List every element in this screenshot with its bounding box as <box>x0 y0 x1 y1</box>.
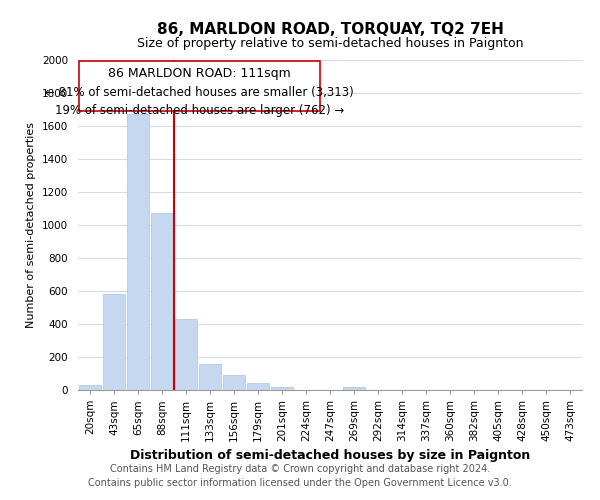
Y-axis label: Number of semi-detached properties: Number of semi-detached properties <box>26 122 37 328</box>
Bar <box>271 386 293 390</box>
Bar <box>127 114 149 390</box>
Text: Contains HM Land Registry data © Crown copyright and database right 2024.
Contai: Contains HM Land Registry data © Crown c… <box>88 464 512 487</box>
Bar <box>247 384 269 390</box>
Text: Size of property relative to semi-detached houses in Paignton: Size of property relative to semi-detach… <box>137 38 523 51</box>
Bar <box>151 214 173 390</box>
Bar <box>223 375 245 390</box>
Bar <box>199 364 221 390</box>
Text: 86 MARLDON ROAD: 111sqm: 86 MARLDON ROAD: 111sqm <box>109 68 291 80</box>
Text: ← 81% of semi-detached houses are smaller (3,313): ← 81% of semi-detached houses are smalle… <box>46 86 354 100</box>
Text: 19% of semi-detached houses are larger (762) →: 19% of semi-detached houses are larger (… <box>55 104 344 117</box>
FancyBboxPatch shape <box>79 61 320 111</box>
X-axis label: Distribution of semi-detached houses by size in Paignton: Distribution of semi-detached houses by … <box>130 450 530 462</box>
Bar <box>343 386 365 390</box>
Bar <box>79 385 101 390</box>
Bar <box>103 294 125 390</box>
Text: 86, MARLDON ROAD, TORQUAY, TQ2 7EH: 86, MARLDON ROAD, TORQUAY, TQ2 7EH <box>157 22 503 38</box>
Bar <box>175 319 197 390</box>
